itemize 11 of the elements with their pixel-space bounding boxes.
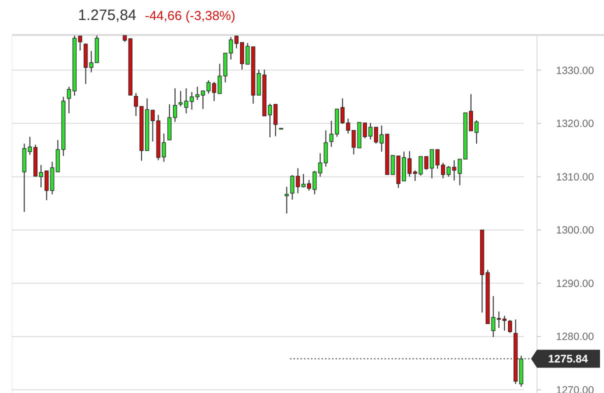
candlestick [508, 320, 512, 334]
y-tick-label: 1280.00 [556, 331, 594, 344]
y-tick-label: 1300.00 [556, 224, 594, 237]
y-tick-label: 1290.00 [556, 278, 594, 290]
y-tick-label: 1320.00 [556, 118, 594, 130]
chart-subtitle: -44,66 (-3,38%) [145, 8, 236, 23]
ref-line-label: 1275.84 [548, 354, 589, 366]
y-tick-label: 1310.00 [556, 171, 594, 184]
candlestick [284, 186, 289, 214]
y-tick-label: 1330.00 [556, 64, 594, 77]
chart-title: 1.275,84 [78, 7, 136, 24]
